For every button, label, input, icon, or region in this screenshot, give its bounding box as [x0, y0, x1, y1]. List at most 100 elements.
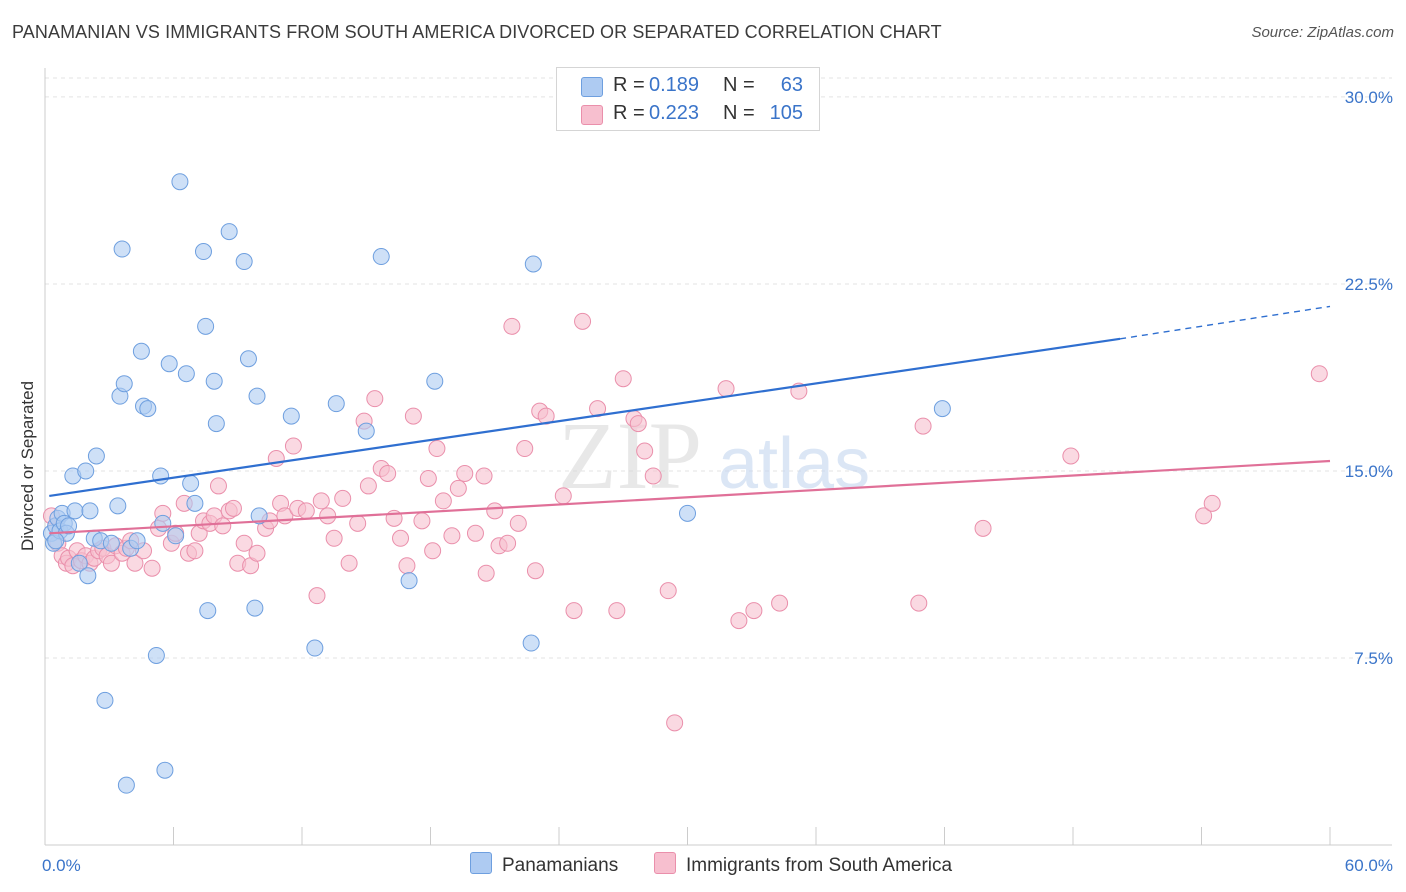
point-panamanians: [235, 253, 253, 271]
legend-label: Panamanians: [502, 855, 619, 876]
point-immigrants: [974, 519, 992, 537]
point-panamanians: [152, 467, 170, 485]
point-immigrants: [224, 499, 242, 517]
series-legend: Panamanians Immigrants from South Americ…: [0, 852, 1406, 878]
legend-n-value: 105: [769, 102, 803, 124]
point-immigrants: [608, 602, 626, 620]
point-immigrants: [914, 417, 932, 435]
point-panamanians: [372, 248, 390, 266]
point-panamanians: [679, 504, 696, 522]
point-immigrants: [325, 529, 343, 547]
point-immigrants: [413, 512, 431, 530]
legend-r-label: R =: [613, 102, 645, 124]
legend-swatch-blue: [581, 77, 603, 97]
point-immigrants: [214, 517, 232, 535]
trendline-immigrants: [49, 459, 1331, 535]
point-panamanians: [147, 646, 165, 664]
point-immigrants: [589, 400, 607, 418]
point-immigrants: [499, 534, 517, 552]
point-panamanians: [250, 507, 268, 525]
legend-label: Immigrants from South America: [686, 855, 953, 876]
point-immigrants: [359, 477, 377, 495]
point-immigrants: [466, 524, 484, 542]
point-immigrants: [235, 534, 253, 552]
legend-r-value: 0.189: [649, 74, 700, 96]
point-panamanians: [248, 387, 266, 405]
y-tick-label: 15.0%: [1345, 462, 1393, 481]
y-tick-label: 30.0%: [1345, 88, 1393, 107]
point-immigrants: [443, 527, 461, 545]
legend-swatch-pink: [654, 852, 676, 874]
point-immigrants: [666, 714, 684, 732]
legend-swatch-blue: [470, 852, 492, 874]
point-panamanians: [246, 599, 264, 617]
point-immigrants: [1062, 447, 1080, 465]
point-panamanians: [160, 355, 178, 373]
point-panamanians: [139, 400, 157, 418]
point-panamanians: [186, 494, 204, 512]
point-immigrants: [477, 564, 495, 582]
point-panamanians: [400, 572, 418, 590]
point-panamanians: [132, 342, 150, 360]
legend-r-label: R =: [613, 74, 645, 96]
point-panamanians: [327, 395, 345, 413]
y-axis-label: Divorced or Separated: [18, 380, 37, 552]
trendline-panamanians-extension: [1120, 305, 1331, 340]
point-panamanians: [154, 514, 172, 532]
point-immigrants: [419, 469, 437, 487]
point-immigrants: [334, 489, 352, 507]
y-tick-label: 22.5%: [1345, 275, 1393, 294]
legend-n-value: 63: [780, 74, 803, 96]
trendline-panamanians: [49, 337, 1121, 497]
point-panamanians: [282, 407, 300, 425]
legend-swatch-pink: [581, 105, 603, 125]
point-panamanians: [128, 532, 146, 550]
chart-title: PANAMANIAN VS IMMIGRANTS FROM SOUTH AMER…: [12, 22, 942, 42]
point-immigrants: [745, 602, 763, 620]
x-tick-label: 60.0%: [1345, 856, 1393, 875]
point-panamanians: [113, 240, 131, 258]
point-immigrants: [319, 507, 337, 525]
point-immigrants: [248, 544, 266, 562]
point-immigrants: [434, 492, 452, 510]
legend-n-label: N =: [723, 74, 755, 96]
point-immigrants: [554, 487, 572, 505]
point-panamanians: [96, 691, 114, 709]
point-panamanians: [87, 447, 105, 465]
point-immigrants: [717, 380, 735, 398]
point-immigrants: [209, 477, 227, 495]
point-immigrants: [771, 594, 789, 612]
source-label: Source: ZipAtlas.com: [1251, 24, 1394, 41]
point-immigrants: [1195, 507, 1213, 525]
point-panamanians: [156, 761, 174, 779]
point-panamanians: [306, 639, 324, 657]
point-immigrants: [312, 492, 330, 510]
point-immigrants: [1203, 494, 1221, 512]
point-immigrants: [475, 467, 493, 485]
point-immigrants: [614, 370, 632, 388]
point-immigrants: [366, 390, 384, 408]
point-panamanians: [70, 554, 88, 572]
point-immigrants: [565, 602, 583, 620]
point-immigrants: [503, 317, 521, 335]
point-panamanians: [426, 372, 444, 390]
tick-label-layer: 7.5% 15.0% 22.5% 30.0% 0.0% 60.0%: [42, 88, 1393, 875]
legend-r-value: 0.223: [649, 102, 700, 124]
point-immigrants: [730, 612, 748, 630]
point-panamanians: [197, 317, 215, 335]
point-immigrants: [102, 554, 120, 572]
x-tick-label: 0.0%: [42, 856, 81, 875]
point-immigrants: [636, 442, 654, 460]
point-panamanians: [115, 375, 133, 393]
point-immigrants: [404, 407, 422, 425]
watermark: ZIP atlas: [558, 402, 870, 509]
point-immigrants: [486, 502, 504, 520]
point-immigrants: [574, 312, 592, 330]
point-panamanians: [207, 415, 225, 433]
point-immigrants: [349, 514, 367, 532]
point-immigrants: [297, 502, 315, 520]
point-panamanians: [66, 502, 84, 520]
legend-item-immigrants[interactable]: Immigrants from South America: [654, 852, 952, 877]
legend-item-panamanians[interactable]: Panamanians: [470, 852, 618, 877]
